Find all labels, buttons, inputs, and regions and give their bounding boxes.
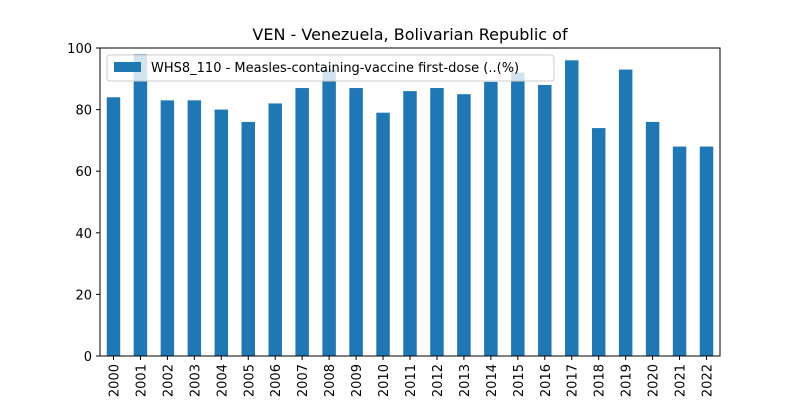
bar-2017	[565, 60, 579, 356]
bar-2013	[457, 94, 471, 356]
bar-2004	[214, 109, 229, 356]
bar-2010	[376, 112, 390, 357]
x-tick-label: 2010	[377, 364, 392, 397]
x-tick-label: 2000	[107, 364, 122, 397]
bar-2008	[322, 69, 336, 356]
y-tick-label: 80	[75, 104, 92, 119]
y-tick-label: 60	[75, 165, 92, 180]
x-tick-label: 2004	[215, 364, 230, 397]
bars-layer	[106, 54, 714, 357]
legend-box	[106, 54, 555, 82]
x-tick-label: 2020	[647, 364, 662, 397]
x-tick-label: 2011	[404, 364, 419, 397]
bar-2006	[268, 103, 282, 356]
x-tick-label: 2007	[296, 364, 311, 397]
bar-2007	[295, 88, 309, 356]
bar-2000	[106, 97, 121, 356]
x-tick-label: 2006	[269, 364, 284, 397]
x-tick-label: 2005	[242, 364, 257, 397]
x-tick-label: 2022	[701, 364, 716, 397]
bar-2011	[403, 91, 417, 357]
x-tick-label: 2018	[593, 364, 608, 397]
bar-2014	[484, 81, 498, 356]
legend: WHS8_110 - Measles-containing-vaccine fi…	[106, 54, 555, 82]
y-tick-label: 20	[75, 288, 92, 303]
x-tick-label: 2021	[674, 364, 689, 397]
x-tick-label: 2013	[458, 364, 473, 397]
x-tick-label: 2009	[350, 364, 365, 397]
x-tick-label: 2014	[485, 364, 500, 397]
axes-layer: 0 20 40 60 80 100 2000 2001 2002 2003 2004 2005 2006…	[67, 42, 721, 397]
bar-2003	[187, 100, 202, 356]
x-tick-label: 2003	[188, 364, 203, 397]
legend-label: WHS8_110 - Measles-containing-vaccine fi…	[151, 61, 519, 76]
x-tick-label: 2008	[323, 364, 338, 397]
legend-swatch	[114, 62, 141, 72]
bar-2022	[699, 146, 714, 356]
bar-2018	[591, 128, 606, 356]
y-tick-label: 100	[67, 42, 92, 57]
x-tick-label: 2015	[512, 364, 527, 397]
bar-2016	[538, 84, 552, 357]
bar-2009	[349, 88, 363, 356]
bar-2005	[241, 121, 255, 356]
bar-2012	[430, 88, 444, 356]
x-tick-label: 2019	[620, 364, 635, 397]
bar-2021	[672, 146, 687, 356]
chart-title: VEN - Venezuela, Bolivarian Republic of	[252, 25, 568, 44]
bar-2020	[645, 121, 660, 356]
y-tick-label: 0	[84, 350, 92, 365]
bar-2002	[160, 100, 175, 356]
x-tick-label: 2002	[161, 364, 176, 397]
x-tick-label: 2012	[431, 364, 446, 397]
bar-2019	[618, 69, 633, 356]
bar-2001	[133, 54, 148, 356]
bar-2015	[511, 72, 525, 356]
x-tick-label: 2001	[134, 364, 149, 397]
y-tick-label: 40	[75, 227, 92, 242]
x-tick-label: 2016	[539, 364, 554, 397]
x-tick-label: 2017	[566, 364, 581, 397]
